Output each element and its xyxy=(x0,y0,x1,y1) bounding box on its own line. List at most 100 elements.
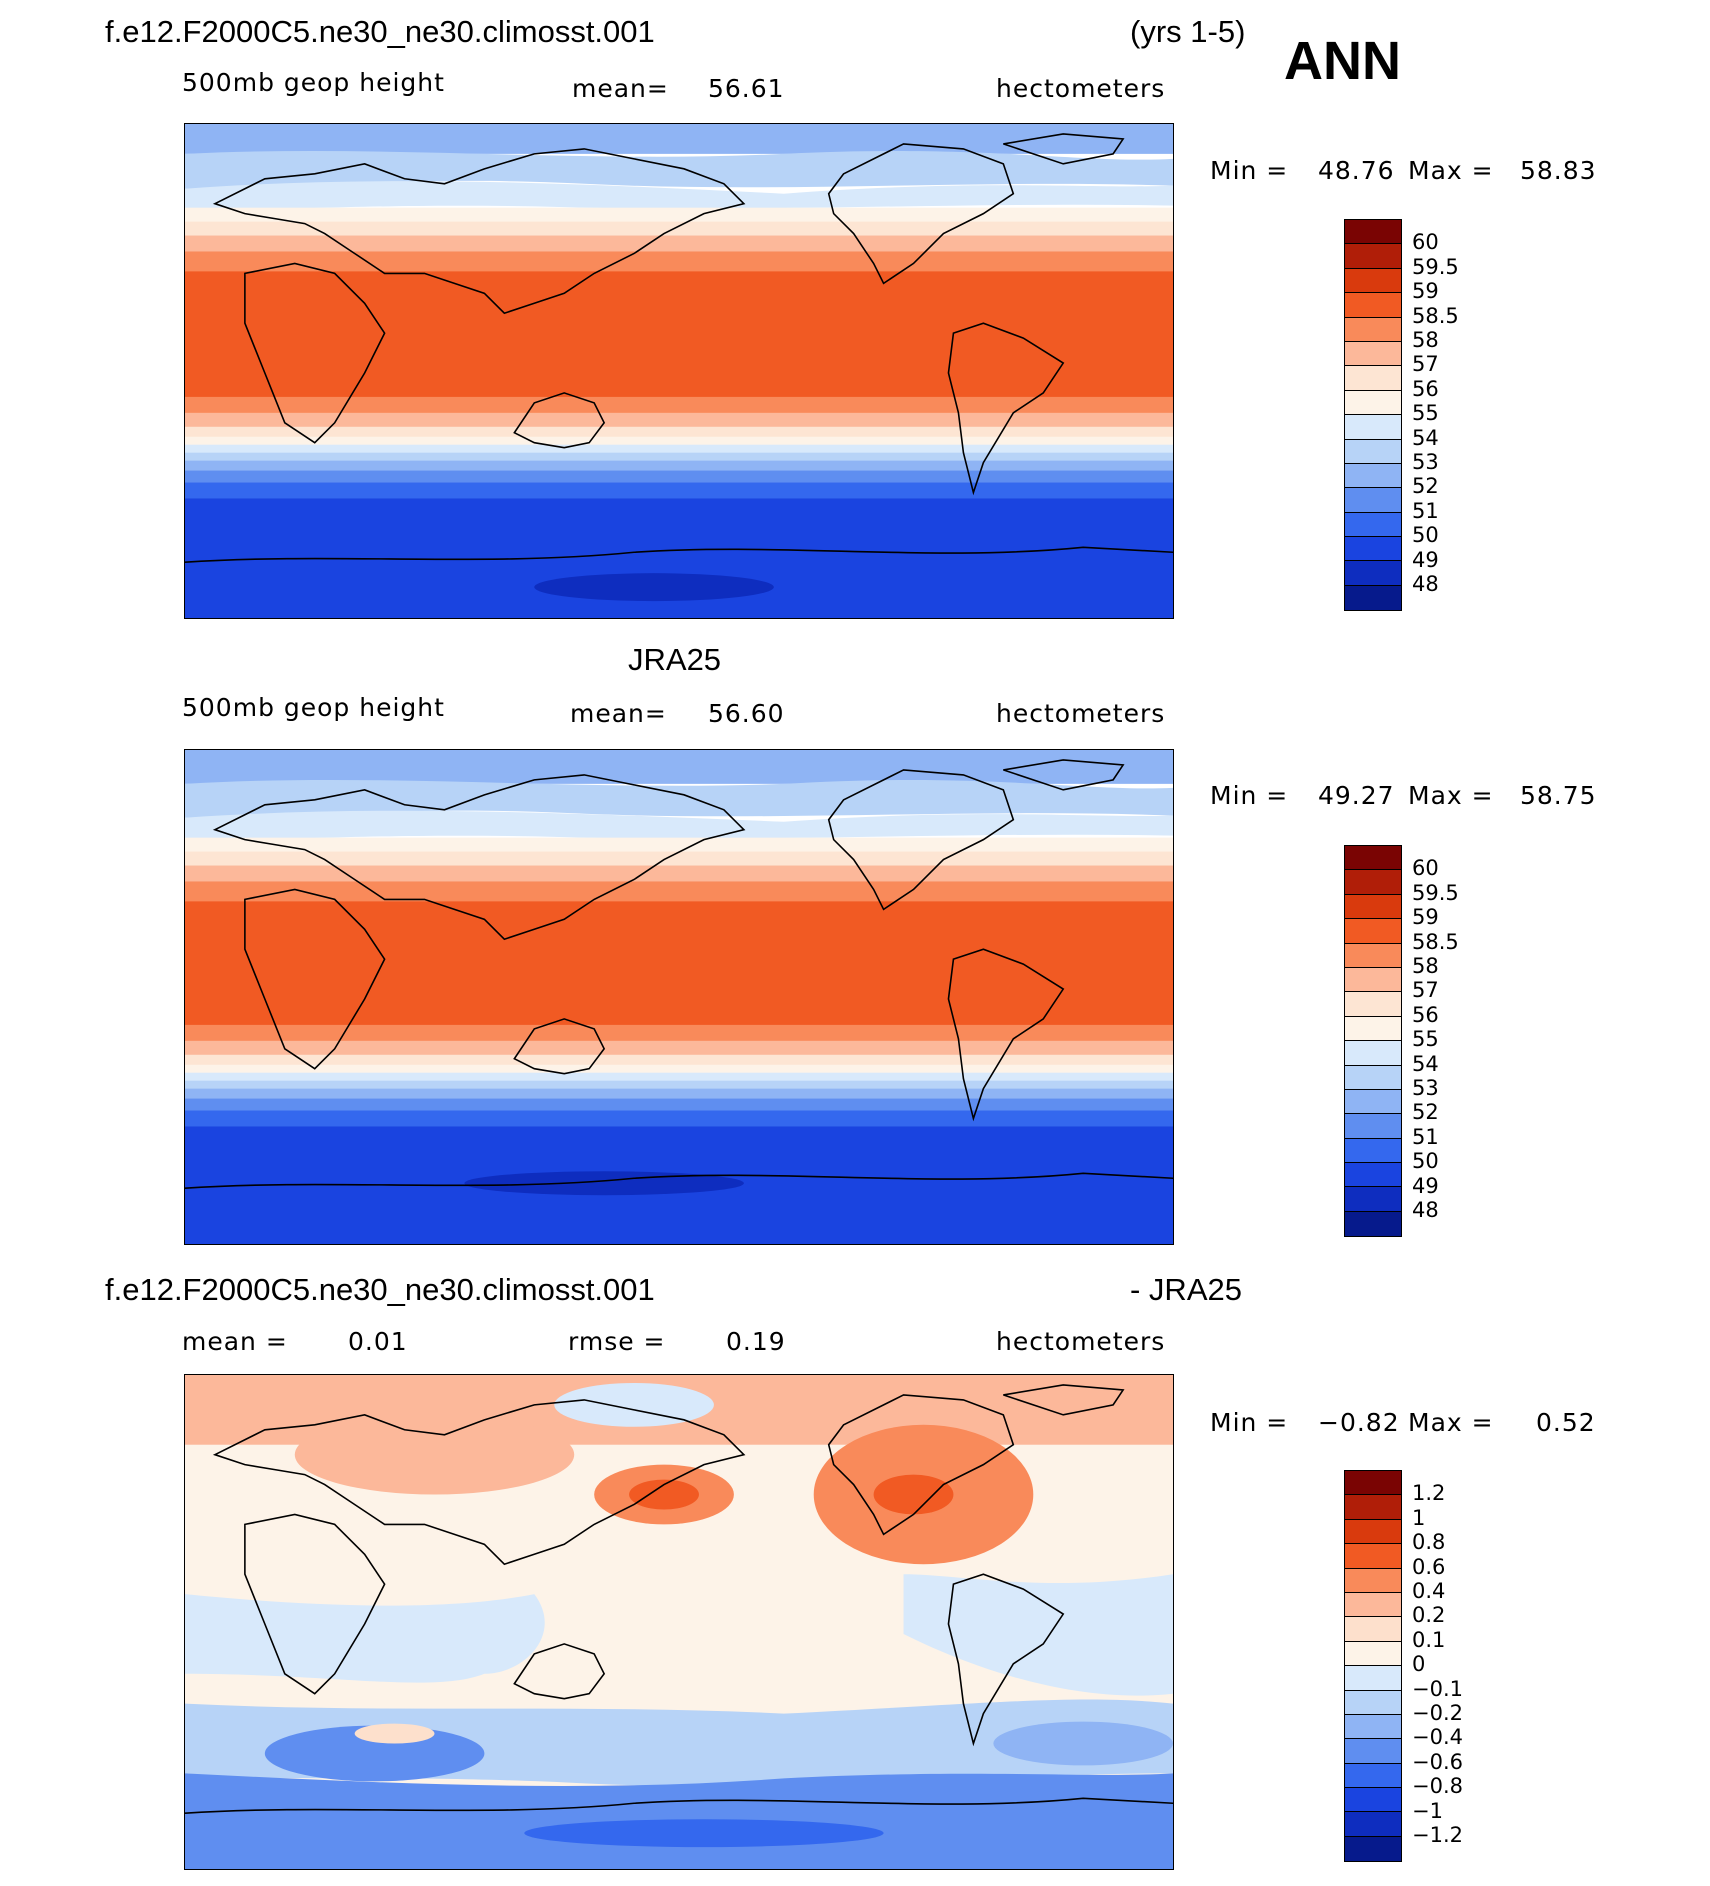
colorbar-swatch xyxy=(1345,1138,1401,1164)
colorbar-tick-label: 48 xyxy=(1412,572,1439,596)
colorbar-swatch xyxy=(1345,220,1401,245)
panel3-map xyxy=(184,1374,1174,1870)
colorbar-swatch xyxy=(1345,439,1401,464)
colorbar-tick-label: −0.2 xyxy=(1412,1701,1463,1725)
colorbar-swatch xyxy=(1345,1471,1401,1496)
colorbar-swatch xyxy=(1345,1187,1401,1212)
panel3-mean-label: mean = xyxy=(182,1327,288,1356)
colorbar-swatch xyxy=(1345,1495,1401,1520)
colorbar-swatch xyxy=(1345,1592,1401,1618)
colorbar-tick-label: 54 xyxy=(1412,425,1439,450)
colorbar-tick-label: −0.4 xyxy=(1412,1725,1463,1750)
colorbar-tick-label: 59 xyxy=(1412,905,1439,930)
colorbar-tick-label: 60 xyxy=(1412,230,1439,255)
colorbar-tick-label: 49 xyxy=(1412,1173,1439,1198)
colorbar-swatch xyxy=(1345,1211,1401,1237)
colorbar-swatch xyxy=(1345,1666,1401,1691)
colorbar-swatch xyxy=(1345,1016,1401,1042)
colorbar-swatch xyxy=(1345,585,1401,611)
colorbar-tick-label: 56 xyxy=(1412,376,1439,401)
colorbar-swatch xyxy=(1345,1739,1401,1764)
colorbar-tick-label: 52 xyxy=(1412,474,1439,499)
colorbar-swatch xyxy=(1345,390,1401,416)
colorbar-swatch xyxy=(1345,870,1401,895)
panel3-units: hectometers xyxy=(996,1327,1166,1356)
colorbar-tick-label: 58.5 xyxy=(1412,929,1459,954)
panel3-title-left: f.e12.F2000C5.ne30_ne30.climosst.001 xyxy=(105,1272,655,1307)
colorbar-tick-label: −1 xyxy=(1412,1798,1443,1823)
colorbar-swatch xyxy=(1345,268,1401,294)
colorbar-swatch xyxy=(1345,366,1401,391)
colorbar-swatch xyxy=(1345,919,1401,944)
panel2-map xyxy=(184,749,1174,1245)
colorbar-tick-label: 57 xyxy=(1412,352,1439,377)
panel1-min-label: Min = xyxy=(1210,156,1289,185)
colorbar-tick-label: 58.5 xyxy=(1412,303,1459,328)
panel2-units: hectometers xyxy=(996,699,1166,728)
panel3-rmse-label: rmse = xyxy=(568,1327,666,1356)
colorbar-swatch xyxy=(1345,943,1401,968)
colorbar-swatch xyxy=(1345,1163,1401,1188)
colorbar-swatch xyxy=(1345,1812,1401,1837)
colorbar-swatch xyxy=(1345,317,1401,342)
colorbar-tick-label: 1.2 xyxy=(1412,1481,1446,1506)
colorbar-swatch xyxy=(1345,967,1401,993)
colorbar-tick-label: 54 xyxy=(1412,1051,1439,1076)
colorbar-swatch xyxy=(1345,341,1401,367)
colorbar-tick-label: 51 xyxy=(1412,498,1439,523)
colorbar-swatch xyxy=(1345,1089,1401,1115)
colorbar-tick-label: 56 xyxy=(1412,1002,1439,1027)
colorbar-swatch xyxy=(1345,415,1401,440)
colorbar-tick-label: 59.5 xyxy=(1412,254,1459,279)
colorbar-tick-label: −0.1 xyxy=(1412,1676,1463,1701)
colorbar-swatch xyxy=(1345,537,1401,562)
season-label: ANN xyxy=(1284,31,1401,91)
colorbar-tick-label: 48 xyxy=(1412,1198,1439,1222)
panel1-min-value: 48.76 xyxy=(1318,156,1395,185)
panel3-max-value: 0.52 xyxy=(1536,1408,1596,1437)
colorbar-tick-label: 59 xyxy=(1412,279,1439,304)
colorbar-swatch xyxy=(1345,293,1401,318)
colorbar-tick-label: −1.2 xyxy=(1412,1823,1463,1847)
colorbar-swatch xyxy=(1345,894,1401,920)
panel2-colorbar xyxy=(1344,845,1402,1238)
colorbar-swatch xyxy=(1345,1544,1401,1569)
colorbar-swatch xyxy=(1345,846,1401,871)
colorbar-tick-label: 58 xyxy=(1412,328,1439,352)
colorbar-swatch xyxy=(1345,1041,1401,1066)
colorbar-tick-label: 52 xyxy=(1412,1100,1439,1125)
colorbar-tick-label: 0.2 xyxy=(1412,1603,1446,1628)
panel1-units: hectometers xyxy=(996,74,1166,103)
panel2-max-label: Max = xyxy=(1408,781,1494,810)
panel2-mean-label: mean= xyxy=(570,699,667,728)
colorbar-tick-label: 60 xyxy=(1412,856,1439,881)
panel1-variable: 500mb geop height xyxy=(182,68,445,97)
colorbar-tick-label: 50 xyxy=(1412,523,1439,548)
panel3-min-label: Min = xyxy=(1210,1408,1289,1437)
panel1-colorbar xyxy=(1344,219,1402,612)
colorbar-swatch xyxy=(1345,1568,1401,1593)
colorbar-swatch xyxy=(1345,488,1401,513)
panel3-rmse-value: 0.19 xyxy=(726,1327,786,1356)
colorbar-swatch xyxy=(1345,1714,1401,1740)
colorbar-tick-label: 50 xyxy=(1412,1149,1439,1174)
colorbar-tick-label: −0.8 xyxy=(1412,1774,1463,1799)
colorbar-tick-label: 55 xyxy=(1412,401,1439,426)
panel2-min-value: 49.27 xyxy=(1318,781,1395,810)
panel2-max-value: 58.75 xyxy=(1520,781,1597,810)
colorbar-swatch xyxy=(1345,244,1401,269)
panel1-map xyxy=(184,123,1174,619)
colorbar-swatch xyxy=(1345,1065,1401,1090)
panel1-max-value: 58.83 xyxy=(1520,156,1597,185)
colorbar-swatch xyxy=(1345,512,1401,538)
colorbar-swatch xyxy=(1345,1114,1401,1139)
panel1-max-label: Max = xyxy=(1408,156,1494,185)
colorbar-tick-label: 58 xyxy=(1412,954,1439,978)
colorbar-tick-label: −0.6 xyxy=(1412,1749,1463,1774)
colorbar-tick-label: 0.8 xyxy=(1412,1530,1446,1555)
colorbar-tick-label: 0.4 xyxy=(1412,1579,1446,1603)
colorbar-tick-label: 53 xyxy=(1412,450,1439,474)
colorbar-tick-label: 53 xyxy=(1412,1076,1439,1100)
years-label: (yrs 1-5) xyxy=(1130,14,1246,49)
colorbar-tick-label: 49 xyxy=(1412,547,1439,572)
